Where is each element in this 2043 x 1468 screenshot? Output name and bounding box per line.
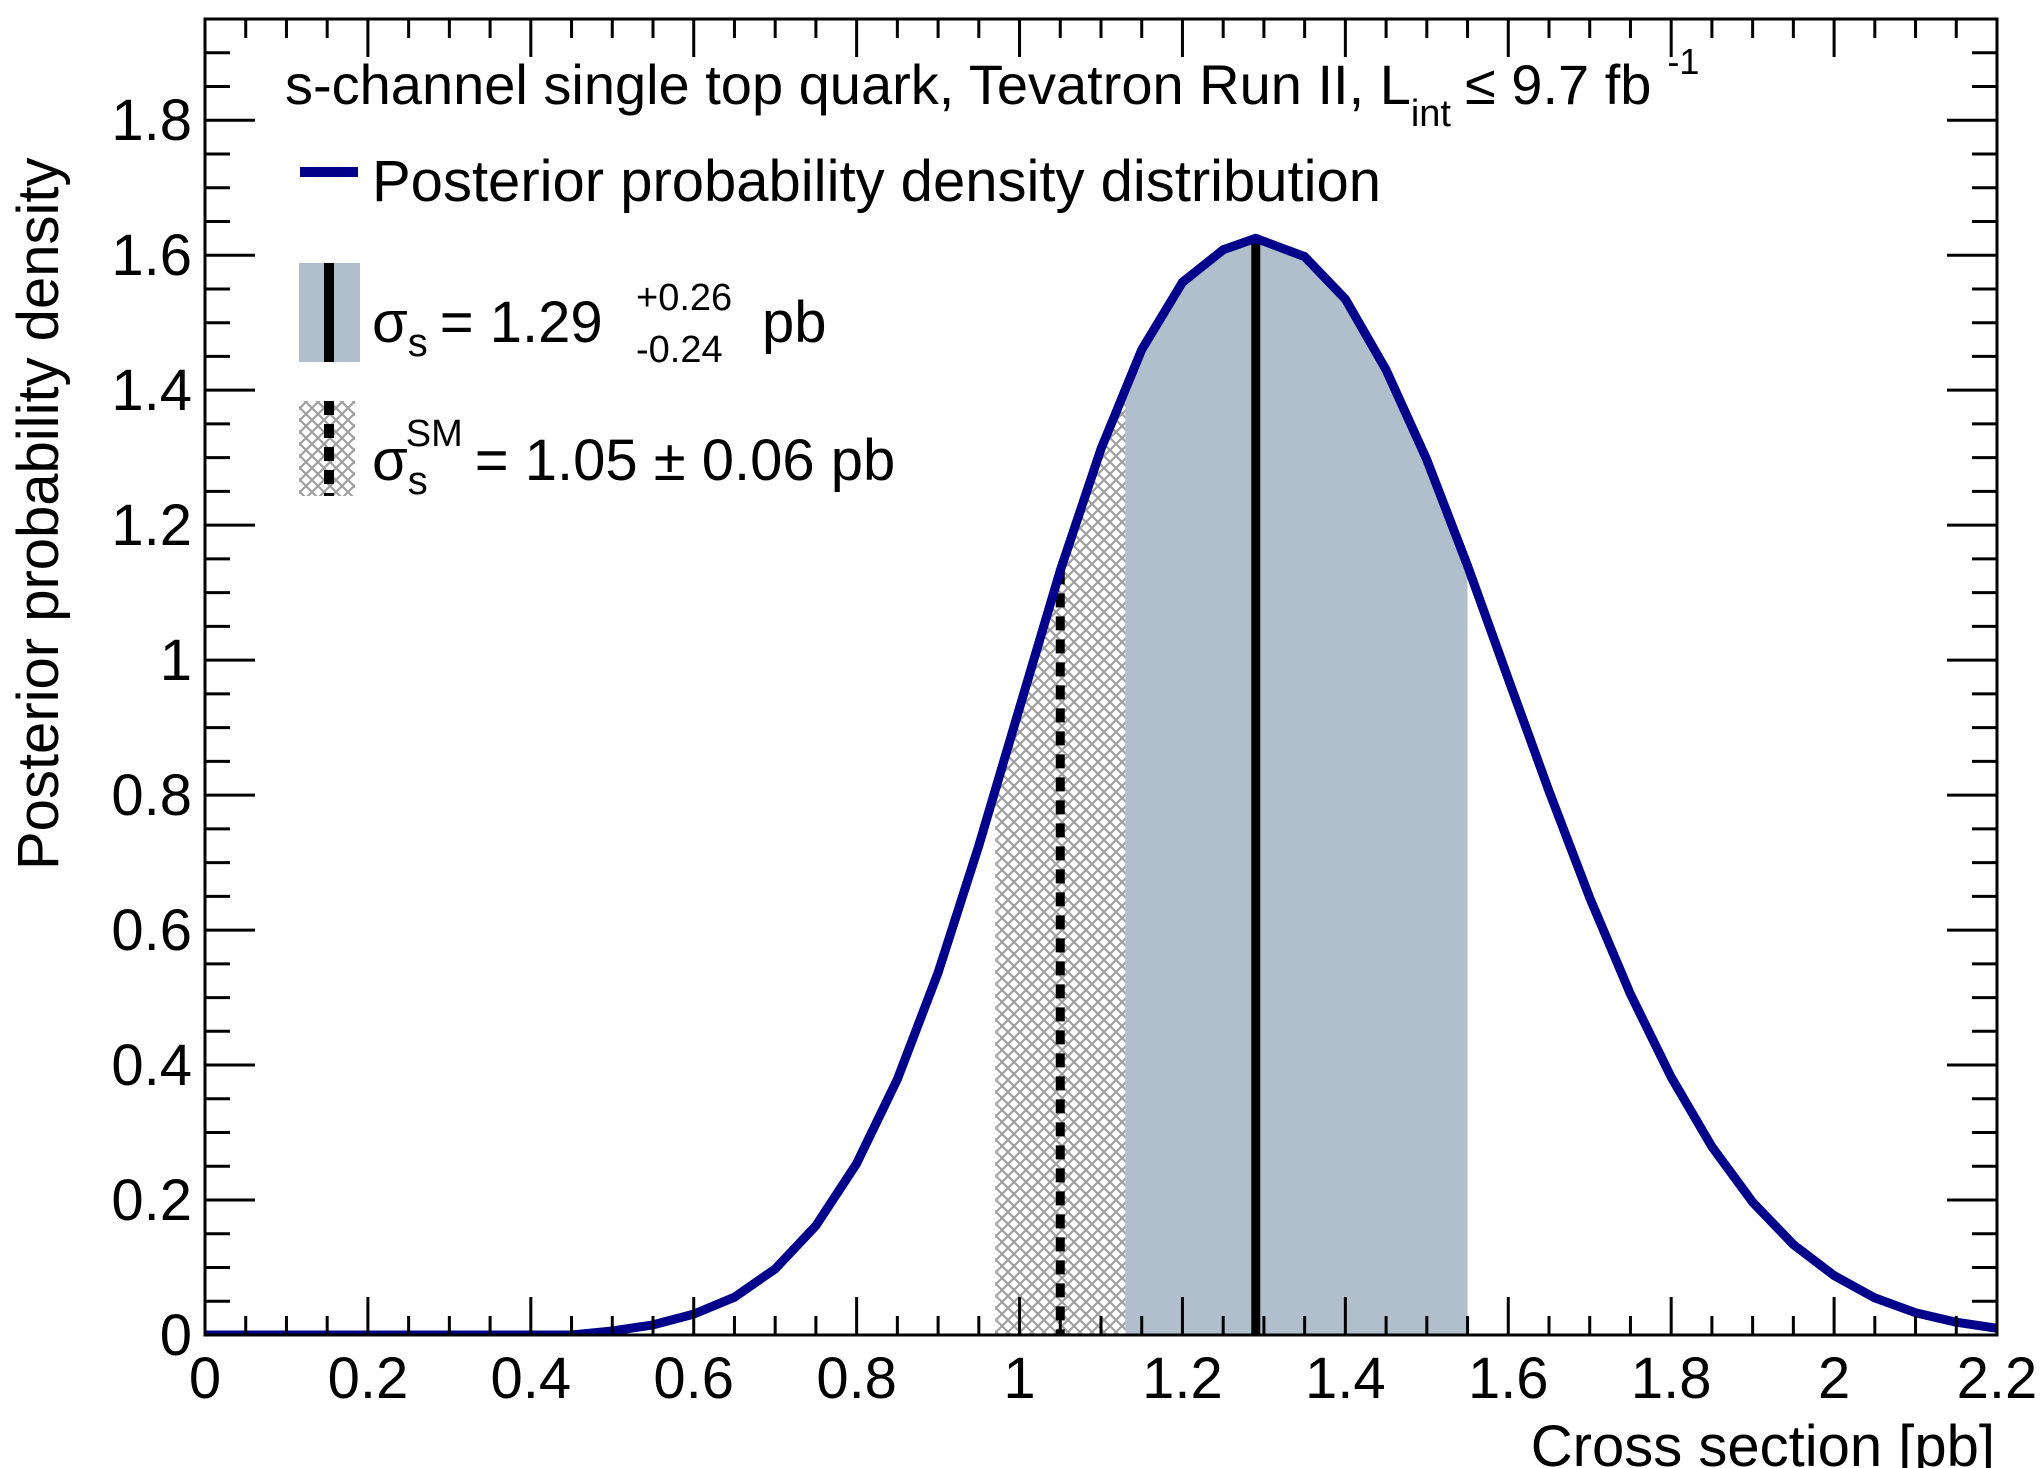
curve-point <box>1254 236 1258 240</box>
y-tick-label: 1 <box>160 628 192 693</box>
curve-point <box>1832 1274 1836 1278</box>
curve-point <box>1873 1296 1877 1300</box>
x-tick-label: 1.2 <box>1142 1346 1223 1411</box>
y-tick-label: 1.6 <box>111 223 192 288</box>
x-tick-label: 0.6 <box>653 1346 734 1411</box>
annotation-rel: ≤ 9.7 fb <box>1465 53 1651 116</box>
y-axis-label: Posterior probability density <box>6 158 71 870</box>
sm-sup: SM <box>406 413 463 455</box>
curve-point <box>1791 1243 1795 1247</box>
measurement-sub: s <box>408 321 428 365</box>
measurement-band <box>1125 239 1468 1335</box>
legend: Posterior probability density distributi… <box>299 149 1381 503</box>
sm-text: = 1.05 ± 0.06 pb <box>475 428 895 493</box>
curve-point <box>1669 1075 1673 1079</box>
annotation-text: s-channel single top quark, Tevatron Run… <box>285 41 1699 135</box>
measurement-eq: = 1.29 <box>440 290 603 355</box>
curve-point <box>1180 280 1184 284</box>
y-tick-label: 0.2 <box>111 1168 192 1233</box>
x-axis-tick-labels: 0 0.2 0.4 0.6 0.8 1 1.2 1.4 1.6 1.8 2 2.2 <box>189 1346 2037 1411</box>
curve-point <box>977 844 981 848</box>
y-tick-label: 0 <box>160 1303 192 1368</box>
legend-sm-label: σsSM = 1.05 ± 0.06 pb <box>372 413 895 503</box>
x-tick-label: 1.4 <box>1305 1346 1386 1411</box>
x-tick-label: 2.2 <box>1957 1346 2038 1411</box>
curve-point <box>1058 568 1062 572</box>
x-tick-label: 1 <box>1003 1346 1035 1411</box>
y-tick-label: 0.8 <box>111 763 192 828</box>
x-tick-label: 0.8 <box>816 1346 897 1411</box>
curve-point <box>936 971 940 975</box>
measurement-error-up: +0.26 <box>636 277 732 319</box>
curve-point <box>814 1224 818 1228</box>
measurement-symbol: σ <box>372 290 408 355</box>
x-tick-label: 0.2 <box>328 1346 409 1411</box>
standard-model-band <box>995 389 1126 1335</box>
curve-point <box>1384 368 1388 372</box>
y-axis-tick-labels: 0 0.2 0.4 0.6 0.8 1 1.2 1.4 1.6 1.8 <box>111 88 192 1368</box>
posterior-curve <box>205 233 1997 1335</box>
curve-point <box>1751 1200 1755 1204</box>
x-tick-label: 1.6 <box>1468 1346 1549 1411</box>
x-tick-label: 2 <box>1818 1346 1850 1411</box>
curve-point <box>1099 447 1103 451</box>
sm-sub: s <box>408 459 428 503</box>
sm-symbol: σ <box>372 428 408 493</box>
curve-point <box>1547 789 1551 793</box>
curve-point <box>1140 348 1144 352</box>
y-tick-label: 0.4 <box>111 1033 192 1098</box>
y-tick-label: 1.4 <box>111 358 192 423</box>
y-tick-label: 0.6 <box>111 898 192 963</box>
curve-point <box>1628 992 1632 996</box>
curve-point <box>1914 1311 1918 1315</box>
curve-point <box>1221 248 1225 252</box>
curve-point <box>1710 1145 1714 1149</box>
y-tick-label: 1.8 <box>111 88 192 153</box>
annotation-sup: -1 <box>1667 41 1699 82</box>
annotation-sub: int <box>1411 93 1452 135</box>
curve-point <box>1425 458 1429 462</box>
x-axis-label: Cross section [pb] <box>1531 1414 1995 1468</box>
x-tick-label: 0 <box>189 1346 221 1411</box>
x-axis-ticks <box>203 19 1999 1335</box>
curve-point <box>1303 255 1307 259</box>
curve-point <box>773 1267 777 1271</box>
curve-point <box>1343 297 1347 301</box>
y-tick-label: 1.2 <box>111 493 192 558</box>
x-tick-label: 0.4 <box>490 1346 571 1411</box>
measurement-error-down: -0.24 <box>636 329 723 371</box>
y-axis-ticks <box>205 17 1997 1337</box>
plot-area <box>205 233 1997 1335</box>
curve-point <box>732 1295 736 1299</box>
curve-point <box>855 1162 859 1166</box>
curve-point <box>1506 677 1510 681</box>
legend-curve-label: Posterior probability density distributi… <box>372 149 1381 214</box>
curve-point <box>1588 896 1592 900</box>
curve-point <box>895 1077 899 1081</box>
legend-measurement-label: σs = 1.29 <box>372 290 603 365</box>
annotation-main: s-channel single top quark, Tevatron Run… <box>285 53 1411 116</box>
curve-point <box>1018 706 1022 710</box>
curve-point <box>1466 564 1470 568</box>
x-tick-label: 1.8 <box>1631 1346 1712 1411</box>
measurement-unit: pb <box>762 290 827 355</box>
